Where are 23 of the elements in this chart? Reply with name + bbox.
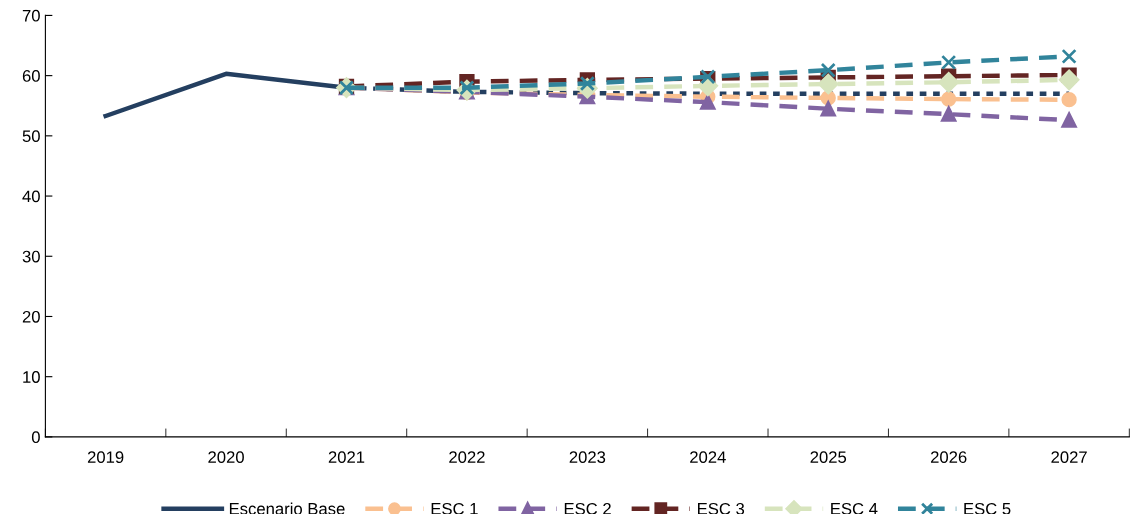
x-tick-label: 2027: [1051, 451, 1087, 464]
x-tick-label: 2021: [328, 451, 365, 464]
y-tick-label: 60: [22, 70, 40, 82]
x-tick-label: 2024: [690, 451, 726, 464]
legend-label: ESC 3: [698, 502, 745, 514]
y-tick-label: 30: [22, 250, 40, 263]
x-tick-label: 2023: [569, 451, 606, 464]
legend-label: ESC 5: [964, 502, 1011, 514]
y-tick-label: 20: [22, 310, 40, 323]
y-tick-label: 50: [22, 130, 40, 143]
legend-label: ESC 2: [564, 502, 611, 514]
x-tick-label: 2019: [87, 451, 124, 464]
x-tick-label: 2020: [208, 451, 244, 464]
x-tick-label: 2026: [930, 451, 967, 464]
legend-label: ESC 4: [831, 502, 878, 514]
legend-label: Escenario Base: [229, 502, 345, 514]
y-tick-label: 10: [23, 371, 40, 383]
legend-label: ESC 1: [431, 502, 478, 514]
y-tick-label: 70: [22, 9, 40, 22]
x-tick-label: 2025: [810, 451, 847, 464]
y-tick-label: 40: [22, 190, 40, 203]
y-tick-label: 0: [31, 431, 40, 444]
x-tick-label: 2022: [449, 451, 485, 464]
